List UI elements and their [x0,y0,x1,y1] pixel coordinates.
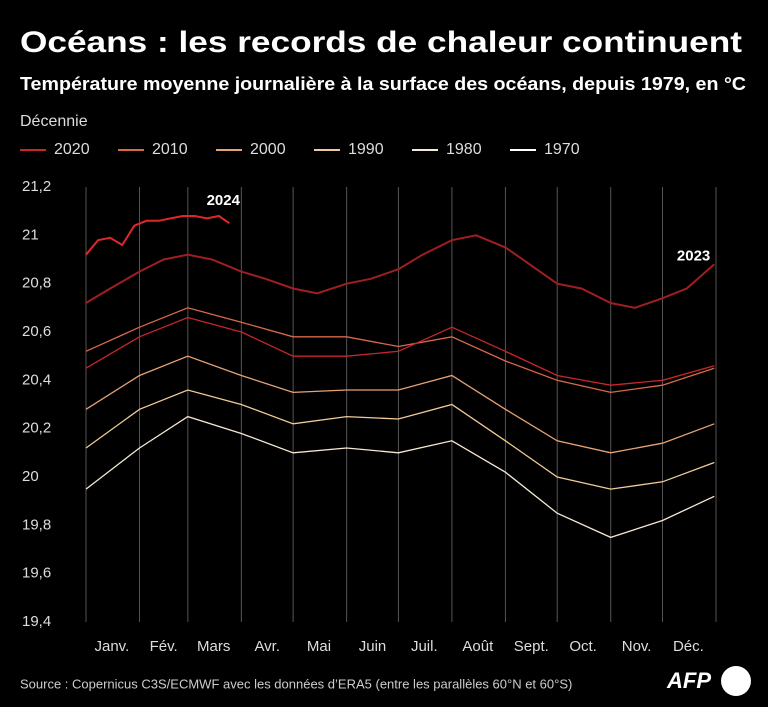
x-tick-label: Oct. [569,638,597,655]
x-tick-label: Nov. [622,638,652,655]
x-tick-label: Juin [359,638,387,655]
legend-title: Décennie [20,113,88,130]
legend-label: 2010 [152,141,188,158]
y-tick-label: 21 [22,226,39,243]
x-tick-label: Avr. [254,638,280,655]
y-tick-label: 20,8 [22,275,51,292]
logo-circle [721,666,751,696]
x-tick-label: Juil. [411,638,438,655]
annotation: 2023 [677,247,710,264]
series-line [85,355,715,454]
y-tick-label: 20 [22,468,39,485]
y-tick-label: 20,2 [22,420,51,437]
x-tick-label: Août [462,638,494,655]
series-line [85,234,715,309]
y-tick-label: 19,4 [22,613,51,630]
logo: AFP [666,668,711,693]
y-tick-label: 21,2 [22,178,51,195]
legend-label: 2000 [250,141,286,158]
series-line [85,214,230,256]
series-line [85,415,715,539]
x-tick-label: Janv. [95,638,130,655]
source: Source : Copernicus C3S/ECMWF avec les d… [20,676,572,691]
y-tick-label: 20,6 [22,323,51,340]
legend-label: 1970 [544,141,580,158]
series-line [85,316,715,386]
x-tick-label: Mai [307,638,331,655]
chart-title: Océans : les records de chaleur continue… [20,26,742,59]
legend-label: 1990 [348,141,384,158]
legend-label: 1980 [446,141,482,158]
legend-label: 2020 [54,141,90,158]
chart-subtitle: Température moyenne journalière à la sur… [20,74,746,94]
series-line [85,389,715,490]
y-tick-label: 19,8 [22,516,51,533]
series-line [85,307,715,394]
y-tick-label: 20,4 [22,371,51,388]
x-tick-label: Fév. [150,638,178,655]
y-tick-label: 19,6 [22,565,51,582]
x-tick-label: Sept. [514,638,549,655]
x-tick-label: Mars [197,638,230,655]
x-tick-label: Déc. [673,638,704,655]
annotation: 2024 [207,192,241,209]
